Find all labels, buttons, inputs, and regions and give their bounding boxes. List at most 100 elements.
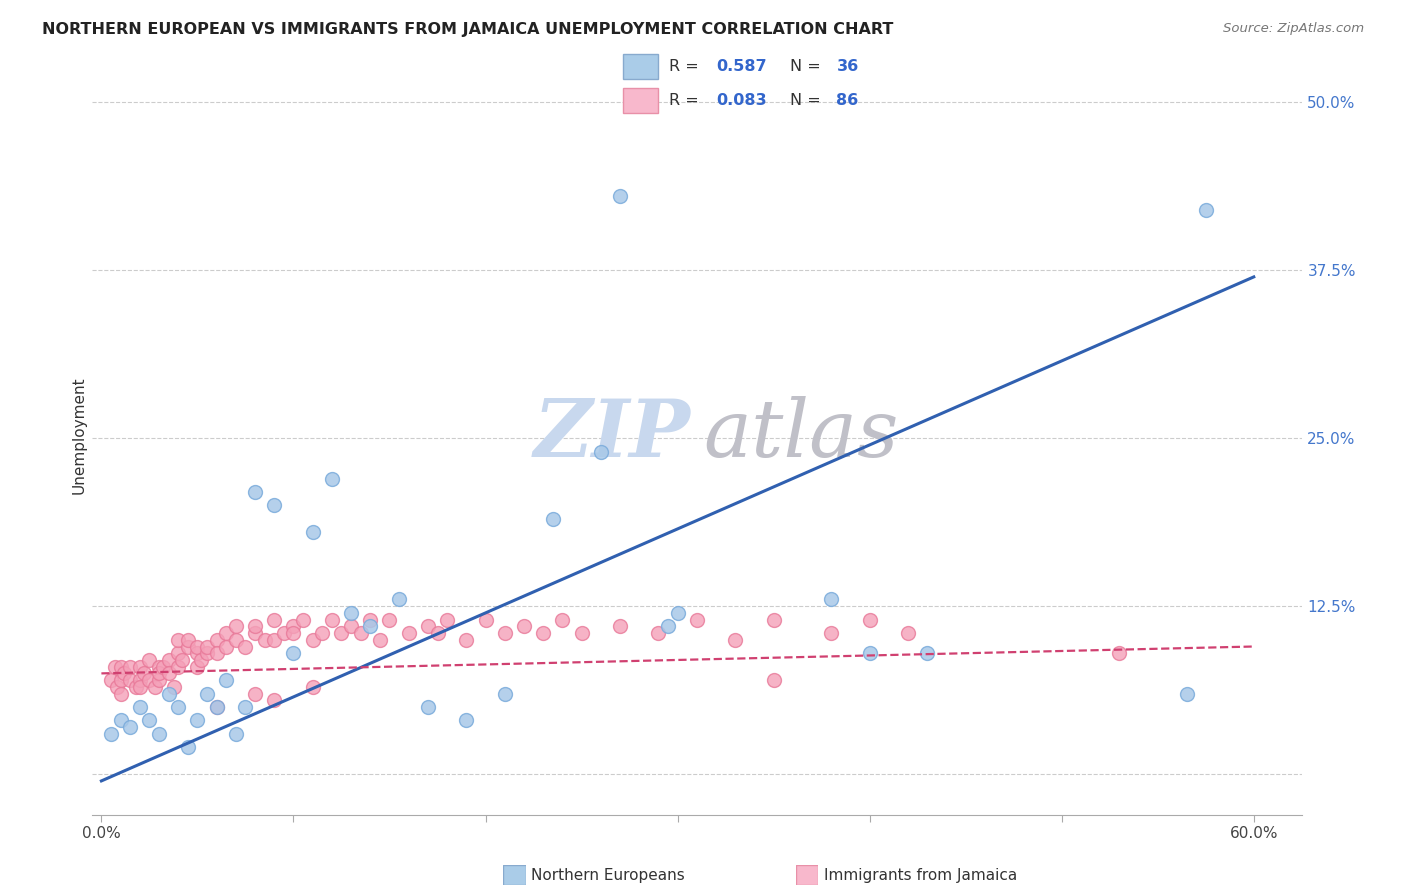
Point <box>100 727 122 741</box>
Point <box>100 673 122 687</box>
Point <box>120 720 142 734</box>
Point <box>273 626 295 640</box>
Point <box>647 626 669 640</box>
Point <box>551 613 574 627</box>
Point <box>388 592 411 607</box>
Point <box>195 646 218 660</box>
Point <box>724 632 747 647</box>
Point <box>494 687 516 701</box>
Text: 0.587: 0.587 <box>716 59 766 74</box>
Point <box>205 632 228 647</box>
Point <box>283 626 305 640</box>
Point <box>359 613 381 627</box>
Point <box>110 673 132 687</box>
Point <box>609 619 631 633</box>
Point <box>186 659 208 673</box>
Point <box>917 646 939 660</box>
Point <box>359 619 381 633</box>
Point <box>541 512 564 526</box>
Point <box>128 673 150 687</box>
Point <box>125 680 148 694</box>
Text: Source: ZipAtlas.com: Source: ZipAtlas.com <box>1223 22 1364 36</box>
Point <box>340 619 363 633</box>
Point <box>205 646 228 660</box>
Point <box>148 727 170 741</box>
Text: R =: R = <box>669 93 704 108</box>
Point <box>225 727 247 741</box>
Point <box>163 680 186 694</box>
Point <box>177 632 200 647</box>
Text: 36: 36 <box>837 59 859 74</box>
Point <box>263 499 285 513</box>
Point <box>762 613 785 627</box>
Point <box>321 471 343 485</box>
Point <box>416 619 439 633</box>
Point <box>186 714 208 728</box>
Text: Immigrants from Jamaica: Immigrants from Jamaica <box>824 869 1017 883</box>
Point <box>157 666 180 681</box>
Text: NORTHERN EUROPEAN VS IMMIGRANTS FROM JAMAICA UNEMPLOYMENT CORRELATION CHART: NORTHERN EUROPEAN VS IMMIGRANTS FROM JAM… <box>42 22 894 37</box>
Point <box>157 687 180 701</box>
Point <box>177 640 200 654</box>
Point <box>104 659 127 673</box>
Point <box>263 632 285 647</box>
Point <box>292 613 315 627</box>
Point <box>589 444 612 458</box>
Text: ZIP: ZIP <box>534 396 690 474</box>
Point <box>167 632 190 647</box>
Point <box>215 673 238 687</box>
Point <box>225 632 247 647</box>
Point <box>114 666 136 681</box>
Text: N =: N = <box>790 59 825 74</box>
Point <box>120 673 142 687</box>
Point <box>177 740 200 755</box>
Point <box>398 626 420 640</box>
Point <box>350 626 373 640</box>
Point <box>456 632 478 647</box>
Point <box>897 626 920 640</box>
Point <box>138 673 160 687</box>
Point <box>205 700 228 714</box>
Point <box>235 700 257 714</box>
Point <box>762 673 785 687</box>
Text: N =: N = <box>790 93 825 108</box>
Point <box>215 626 238 640</box>
Point <box>426 626 449 640</box>
Point <box>378 613 401 627</box>
Point <box>263 613 285 627</box>
Point <box>148 666 170 681</box>
Point <box>253 632 276 647</box>
Point <box>243 619 266 633</box>
Point <box>225 619 247 633</box>
Point <box>128 680 150 694</box>
Point <box>301 680 323 694</box>
Point <box>186 646 208 660</box>
Point <box>110 714 132 728</box>
Text: Northern Europeans: Northern Europeans <box>531 869 685 883</box>
Point <box>321 613 343 627</box>
Point <box>148 673 170 687</box>
Point <box>120 659 142 673</box>
Point <box>657 619 679 633</box>
Point <box>195 640 218 654</box>
Point <box>820 626 842 640</box>
Point <box>531 626 554 640</box>
Point <box>456 714 478 728</box>
Point <box>1175 687 1198 701</box>
Point <box>474 613 496 627</box>
Point <box>235 640 257 654</box>
Point <box>157 653 180 667</box>
Point <box>148 659 170 673</box>
Point <box>820 592 842 607</box>
Point <box>513 619 536 633</box>
Point <box>666 606 689 620</box>
Point <box>263 693 285 707</box>
Point <box>243 687 266 701</box>
Point <box>368 632 391 647</box>
Point <box>609 189 631 203</box>
Text: 0.083: 0.083 <box>716 93 766 108</box>
Point <box>152 659 174 673</box>
Point <box>195 687 218 701</box>
Point <box>110 659 132 673</box>
Point <box>330 626 353 640</box>
